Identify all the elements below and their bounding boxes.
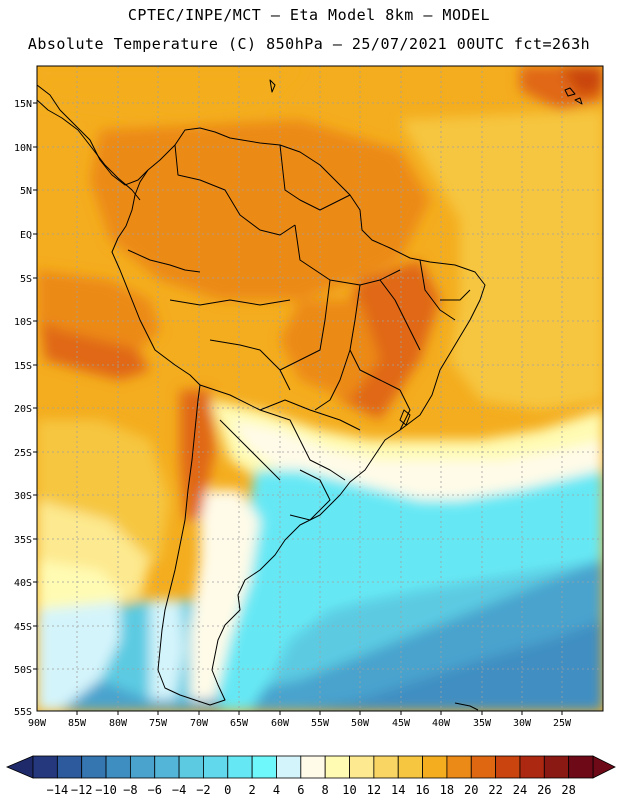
colorbar-label: 22 [488,783,502,797]
colorbar-swatch [495,755,521,779]
colorbar-label: 4 [273,783,280,797]
lon-label: 90W [28,718,47,729]
colorbar-swatch [251,755,277,779]
colorbar-label: 20 [464,783,478,797]
lat-label: 15N [14,99,32,110]
colorbar-swatch [56,755,83,779]
longitude-labels: 90W 85W 80W 75W 70W 65W 60W 55W 50W 45W … [28,718,572,729]
colorbar-label: 18 [440,783,454,797]
colorbar-swatch [154,755,180,779]
lon-label: 50W [351,718,370,729]
map-title-line2: Absolute Temperature (C) 850hPa – 25/07/… [27,35,591,53]
lat-label: 45S [14,622,32,633]
lat-label: 55S [14,707,32,718]
colorbar-label: 28 [561,783,575,797]
colorbar-label: −14 [47,783,69,797]
colorbar-swatch [276,755,302,779]
lat-label: 5N [20,186,32,197]
lon-label: 45W [392,718,411,729]
graticule [37,66,603,711]
lon-label: 55W [311,718,330,729]
colorbar-swatch [349,755,375,779]
colorbar-label: −10 [95,783,117,797]
colorbar-swatch [105,755,131,779]
colorbar-swatch [32,755,58,779]
colorbar-over-arrow [592,755,616,779]
colorbar-swatch [81,755,107,779]
colorbar-swatch [543,755,570,779]
colorbar-label: 26 [537,783,551,797]
colorbar-label: −12 [71,783,93,797]
colorbar-swatch [129,755,156,779]
lon-label: 60W [271,718,290,729]
colorbar-swatch [470,755,497,779]
temperature-field [37,66,603,711]
colorbar-swatch [568,755,594,779]
colorbar-label: −6 [148,783,162,797]
colorbar-swatch [422,755,448,779]
lat-label: 35S [14,535,32,546]
colorbar-label: 6 [297,783,304,797]
map-title-line1: CPTEC/INPE/MCT – Eta Model 8km – MODEL [127,6,491,24]
lat-label: 10N [14,143,32,154]
lat-label: EQ [20,230,32,241]
colorbar-swatch [227,755,253,779]
lon-label: 65W [230,718,249,729]
lon-label: 30W [513,718,532,729]
lon-label: 80W [109,718,128,729]
colorbar-swatch [324,755,350,779]
lat-label: 5S [20,274,32,285]
colorbar-swatch [373,755,399,779]
lat-label: 25S [14,448,32,459]
colorbar-swatch [519,755,545,779]
colorbar-swatch [446,755,472,779]
colorbar-label: 8 [322,783,329,797]
lat-label: 40S [14,578,32,589]
colorbar-label: −8 [123,783,137,797]
colorbar-swatch [397,755,423,779]
colorbar-label: 2 [249,783,256,797]
lat-label: 50S [14,665,32,676]
lat-label: 15S [14,361,32,372]
latitude-labels: 15N 10N 5N EQ 5S 10S 15S 20S 25S 30S 35S… [14,99,32,718]
colorbar-label: 16 [415,783,429,797]
lon-label: 85W [68,718,87,729]
colorbar-label: 24 [513,783,527,797]
colorbar-label: −2 [196,783,210,797]
colorbar-label: 0 [224,783,231,797]
colorbar-swatch [300,755,326,779]
lon-label: 70W [190,718,209,729]
lat-label: 30S [14,491,32,502]
colorbar-label: 12 [367,783,381,797]
lon-label: 25W [553,718,572,729]
colorbar-label: −4 [172,783,186,797]
colorbar-label: 10 [342,783,356,797]
coastlines [37,79,583,711]
lon-label: 35W [473,718,492,729]
lon-label: 40W [432,718,451,729]
lat-label: 20S [14,404,32,415]
colorbar-swatch [203,755,229,779]
tick-marks [33,102,563,715]
colorbar-under-arrow [5,755,34,779]
colorbar: −14 −12 −10 −8 −6 −4 −2 0 2 4 6 8 10 12 14 16 18 20 22 24 26… [5,755,616,797]
colorbar-swatch [178,755,204,779]
lat-label: 10S [14,317,32,328]
colorbar-label: 14 [391,783,405,797]
lon-label: 75W [149,718,168,729]
